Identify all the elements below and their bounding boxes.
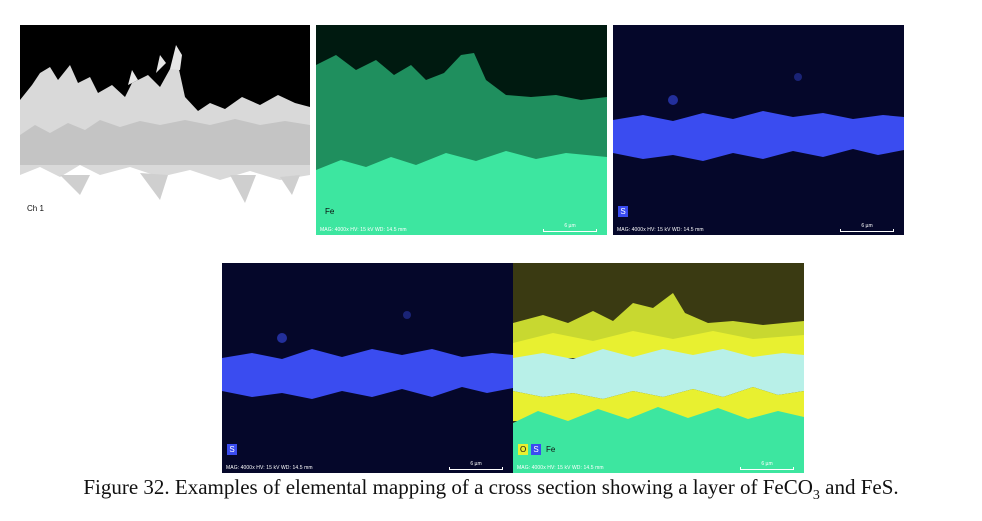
s-map-top-image xyxy=(613,25,904,235)
s-element-badge-bottom: S xyxy=(227,444,237,455)
overlay-scale-line xyxy=(740,467,794,470)
s-bottom-acquisition-info: MAG: 4000x HV: 15 kV WD: 14.5 mm xyxy=(226,465,313,471)
s-bottom-scale-bar: 6 µm xyxy=(449,461,503,470)
electron-image xyxy=(20,25,310,235)
overlay-acquisition-info: MAG: 4000x HV: 15 kV WD: 14.5 mm xyxy=(517,465,604,471)
fe-map-panel: Fe MAG: 4000x HV: 15 kV WD: 14.5 mm 6 µm xyxy=(316,25,607,235)
fe-element-badge: Fe xyxy=(325,207,335,216)
s-bottom-scale-line xyxy=(449,467,503,470)
o-element-badge: O xyxy=(518,444,529,455)
fe-scale-bar: 6 µm xyxy=(543,223,597,232)
fe-scale-label: 6 µm xyxy=(564,223,576,229)
s-map-top-panel: S MAG: 4000x HV: 15 kV WD: 14.5 mm 6 µm xyxy=(613,25,904,235)
caption-main: Figure 32. Examples of elemental mapping… xyxy=(83,475,813,499)
figure-caption: Figure 32. Examples of elemental mapping… xyxy=(0,475,982,504)
overlay-scale-label: 6 µm xyxy=(761,461,773,467)
caption-tail: and FeS. xyxy=(819,475,899,499)
overlay-map-panel: O S Fe MAG: 4000x HV: 15 kV WD: 14.5 mm … xyxy=(513,263,804,473)
s-top-scale-label: 6 µm xyxy=(861,223,873,229)
fe-map-image xyxy=(316,25,607,235)
fe-acquisition-info: MAG: 4000x HV: 15 kV WD: 14.5 mm xyxy=(320,227,407,233)
electron-image-panel: Ch 1 xyxy=(20,25,310,235)
s-map-bottom-image xyxy=(222,263,513,473)
s-top-scale-bar: 6 µm xyxy=(840,223,894,232)
caption-subscript: 3 xyxy=(812,488,820,504)
s-map-bottom-panel: S MAG: 4000x HV: 15 kV WD: 14.5 mm 6 µm xyxy=(222,263,513,473)
channel-label: Ch 1 xyxy=(27,204,44,213)
overlay-scale-bar: 6 µm xyxy=(740,461,794,470)
s-bottom-scale-label: 6 µm xyxy=(470,461,482,467)
overlay-map-image xyxy=(513,263,804,473)
fe-scale-line xyxy=(543,229,597,232)
s-top-scale-line xyxy=(840,229,894,232)
s-element-badge-overlay: S xyxy=(531,444,541,455)
s-element-badge-top: S xyxy=(618,206,628,217)
fe-element-badge-overlay: Fe xyxy=(544,444,558,455)
s-top-acquisition-info: MAG: 4000x HV: 15 kV WD: 14.5 mm xyxy=(617,227,704,233)
